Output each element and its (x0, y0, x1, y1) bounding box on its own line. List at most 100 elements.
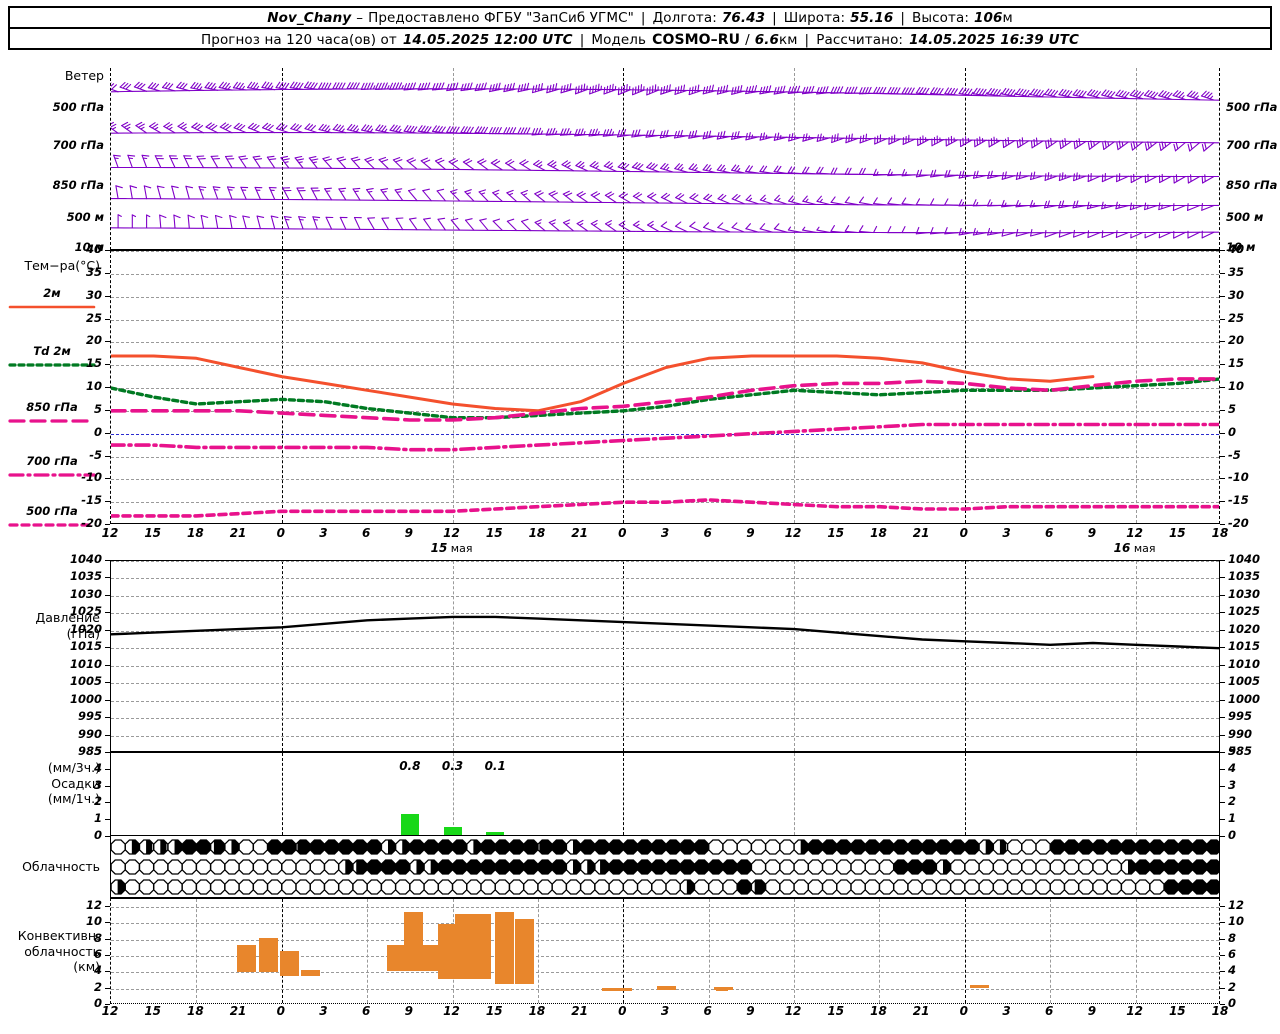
cloud-symbol-fill (652, 860, 666, 874)
cloud-symbol (893, 879, 909, 895)
cloud-symbol-fill (894, 840, 908, 854)
axis-tick (105, 560, 110, 561)
axis-tick-label: 15 (85, 356, 102, 371)
axis-tick (105, 295, 110, 297)
gridline-vertical (964, 251, 966, 523)
gridline-vertical (1135, 753, 1137, 835)
altitude-value: 106 (974, 9, 1003, 26)
time-axis-label: 15 (144, 526, 162, 540)
convective-cloud-bar (403, 912, 423, 971)
cloud-symbol-fill (580, 840, 595, 854)
cloud-symbol-partial-fill (573, 840, 581, 854)
cloud-symbol-partial-fill (801, 840, 808, 854)
gridline-vertical (281, 561, 283, 751)
axis-tick (105, 971, 110, 973)
cloud-symbol-fill (438, 860, 453, 874)
gridline-horizontal (111, 595, 1219, 597)
cloud-symbol (195, 859, 212, 875)
gridline-vertical (623, 561, 625, 751)
cloud-symbol-partial-fill (231, 840, 239, 854)
time-axis-label: 15 (144, 1004, 162, 1018)
precipitation-bar (400, 814, 419, 835)
cloud-symbol-fill (936, 840, 951, 854)
time-axis-label: 9 (746, 526, 755, 540)
gridline-vertical (281, 251, 283, 523)
cloud-symbol-partial-fill (132, 840, 140, 854)
convective-plot-area (111, 899, 1219, 1003)
axis-tick (105, 906, 110, 908)
cloud-symbol (124, 859, 141, 875)
cloud-symbol-fill (1178, 880, 1193, 894)
cloud-symbol (138, 859, 155, 875)
cloud-symbol (1035, 859, 1051, 875)
computed-label: Рассчитано: (816, 31, 904, 48)
header-sep-5 (798, 32, 817, 48)
time-axis-label: 21 (571, 1004, 588, 1018)
cloud-symbol (864, 879, 881, 895)
header-sep-2 (765, 10, 784, 26)
axis-tick (1220, 971, 1225, 973)
cloud-symbol-fill (282, 840, 296, 854)
cloud-symbol (935, 879, 952, 895)
precip-title-line1: (мм/3ч.) (47, 760, 100, 775)
precipitation-value-label: 0.1 (484, 759, 506, 773)
date-day: 15 (430, 541, 448, 555)
axis-tick-label: 1 (1228, 811, 1237, 826)
wind-level-label-left: 500 м (66, 210, 104, 224)
gridline-horizontal (111, 683, 1219, 685)
cloud-symbol-fill (922, 860, 937, 874)
cloud-symbol-fill (609, 860, 623, 874)
gridline-horizontal (111, 296, 1219, 298)
cloud-symbol (836, 879, 852, 895)
gridline-horizontal (111, 251, 1219, 252)
axis-tick (105, 699, 110, 701)
cloud-symbol (1149, 879, 1165, 895)
axis-tick (105, 1004, 110, 1005)
cloud-symbol (181, 879, 197, 895)
cloud-symbol (138, 879, 155, 895)
time-axis-label: 15 (485, 1004, 503, 1018)
axis-tick (1220, 768, 1225, 770)
cloud-symbol-fill (1150, 860, 1164, 874)
time-axis-label: 3 (319, 526, 328, 540)
gridline-horizontal (111, 923, 1219, 925)
cloud-symbol (423, 879, 439, 895)
axis-tick-label: 12 (1228, 898, 1245, 913)
cloud-symbol-fill (694, 860, 709, 874)
axis-tick (1220, 938, 1225, 940)
cloud-symbol-fill (1107, 840, 1122, 854)
axis-tick-label: 0 (93, 828, 102, 842)
wind-plot-area (111, 68, 1219, 249)
model-resolution: 6.6 (754, 31, 779, 48)
cloud-symbol (1092, 859, 1108, 875)
time-axis-label: 21 (229, 1004, 247, 1018)
cloud-symbol (281, 879, 297, 895)
axis-tick-label: 1025 (69, 604, 102, 619)
axis-tick (105, 577, 110, 579)
axis-tick (1220, 250, 1225, 251)
cloud-symbol (878, 859, 895, 875)
wind-panel (110, 68, 1220, 250)
forecast-label: Прогноз на 120 часа(ов) от (201, 31, 397, 48)
axis-tick-label: 4 (93, 963, 102, 978)
cloud-symbol (964, 859, 980, 875)
axis-tick (1220, 364, 1225, 366)
cloud-symbol (323, 859, 340, 875)
cloud-symbol-partial-fill (943, 860, 951, 874)
date-label: 15 мая (431, 541, 473, 555)
convective-cloud-bar (258, 938, 278, 973)
axis-tick-label: 10 (1228, 379, 1245, 393)
cloud-symbol (409, 879, 425, 895)
temperature-legend: 2м Td 2м 850 гПа 700 гПа 500 гПа (0, 276, 104, 529)
cloud-symbol (181, 859, 197, 875)
cloud-symbol-fill (410, 840, 424, 854)
time-axis-label: 0 (959, 526, 969, 540)
time-axis-label: 0 (959, 1004, 969, 1018)
temperature-legend-item: 500 гПа (0, 504, 104, 529)
cloud-symbol-fill (1135, 860, 1150, 874)
time-axis-label: 9 (1087, 526, 1097, 540)
axis-tick-label: 15 (1228, 356, 1245, 371)
gridline-horizontal (111, 479, 1219, 481)
time-axis-label: 6 (1045, 1004, 1054, 1018)
convective-cloud-bar (237, 944, 257, 973)
